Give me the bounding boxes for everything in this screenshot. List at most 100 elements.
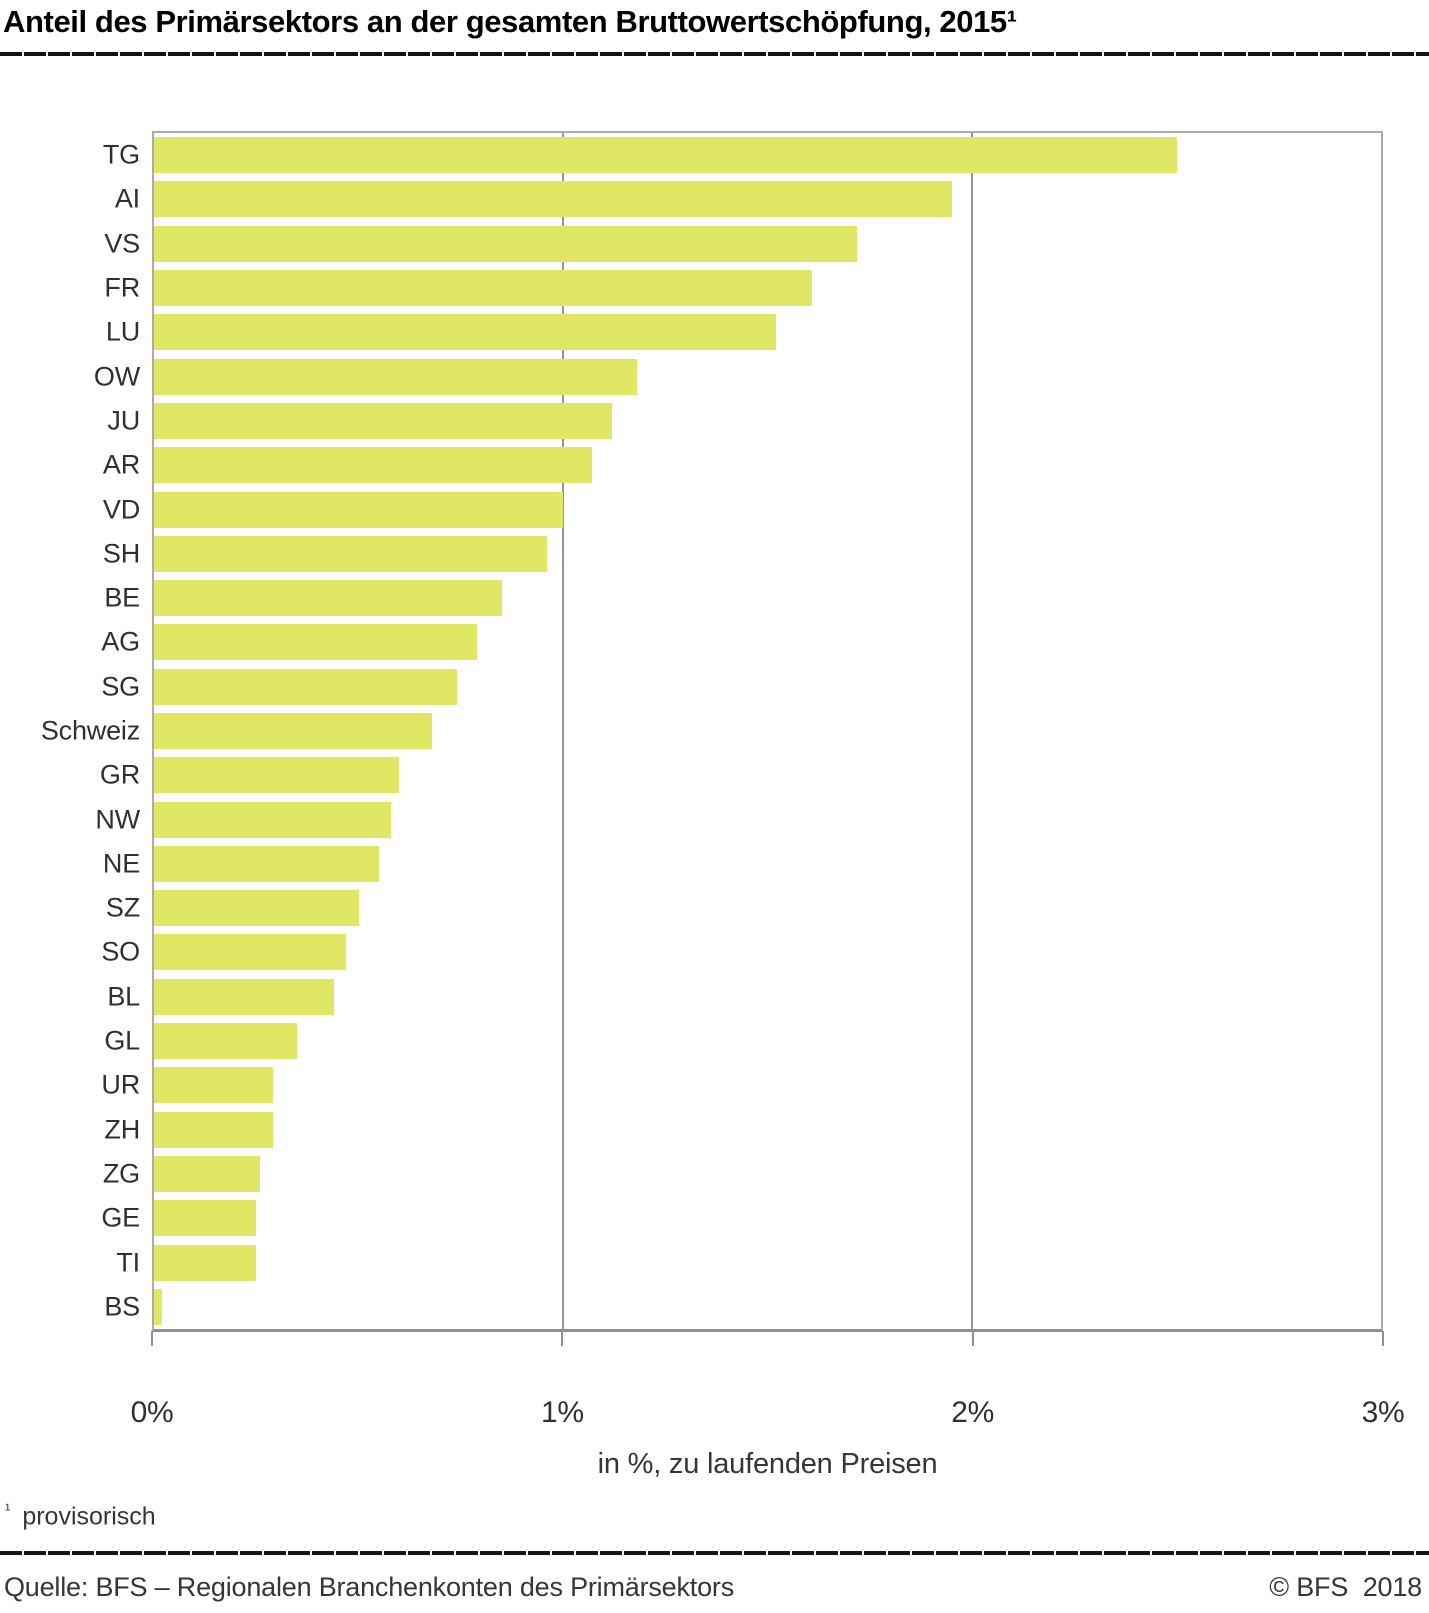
gridline-1pct — [561, 133, 564, 1329]
category-label-TG: TG — [102, 139, 140, 170]
x-axis-tick-labels: 0% 1% 2% 3% — [131, 1396, 1405, 1432]
bar-GR — [154, 757, 400, 794]
bar-ZH — [154, 1111, 273, 1148]
bar-row-FR: FR — [104, 266, 1381, 310]
bar-row-SO: SO — [101, 930, 1381, 974]
bar-row-SH: SH — [103, 532, 1381, 576]
footer-divider — [0, 1551, 1429, 1555]
x-tick-label-1%: 1% — [540, 1396, 584, 1429]
bar-UR — [154, 1067, 273, 1104]
bar-OW — [154, 358, 637, 395]
category-label-UR: UR — [101, 1069, 140, 1100]
bar-row-ZG: ZG — [103, 1152, 1381, 1196]
category-label-BS: BS — [104, 1291, 140, 1322]
bar-row-Schweiz: Schweiz — [41, 709, 1381, 753]
bar-row-GE: GE — [101, 1196, 1381, 1240]
bar-row-BS: BS — [104, 1285, 1381, 1329]
bar-row-JU: JU — [107, 399, 1381, 443]
footnote-marker: ¹ — [5, 1502, 11, 1519]
bar-row-VD: VD — [103, 487, 1381, 531]
bar-ZG — [154, 1155, 261, 1192]
bar-GL — [154, 1023, 298, 1060]
category-label-SG: SG — [101, 671, 140, 702]
bar-row-LU: LU — [106, 310, 1381, 354]
bar-BS — [154, 1288, 163, 1325]
bar-Schweiz — [154, 713, 433, 749]
footnote: ¹ provisorisch — [5, 1502, 156, 1531]
bar-row-TG: TG — [103, 133, 1381, 177]
x-tick-3% — [1382, 1331, 1384, 1346]
bar-row-AR: AR — [103, 443, 1381, 487]
bar-JU — [154, 402, 613, 439]
bar-SH — [154, 535, 547, 572]
category-label-ZG: ZG — [102, 1158, 140, 1189]
bar-GE — [154, 1200, 257, 1237]
title-divider — [0, 52, 1429, 56]
x-tick-0% — [151, 1331, 153, 1346]
bar-row-OW: OW — [94, 354, 1381, 398]
x-axis-title: in %, zu laufenden Preisen — [597, 1448, 938, 1480]
category-label-TI: TI — [116, 1247, 140, 1278]
bar-row-SG: SG — [101, 665, 1381, 709]
category-label-LU: LU — [105, 316, 140, 347]
category-label-AR: AR — [102, 449, 140, 480]
x-tick-label-2%: 2% — [951, 1396, 995, 1429]
category-label-SH: SH — [102, 538, 140, 569]
bar-row-BE: BE — [104, 576, 1381, 620]
category-label-ZH: ZH — [104, 1114, 140, 1145]
x-tick-1% — [561, 1331, 564, 1346]
bar-TG — [154, 137, 1177, 174]
bar-row-AG: AG — [101, 620, 1381, 664]
plot-area: TG AI VS FR LU OW JU AR VD SH BE AG SG Schweiz GR NW NE S… — [41, 131, 1383, 1332]
bar-VS — [154, 225, 858, 262]
bar-NW — [154, 801, 392, 838]
bar-row-VS: VS — [104, 222, 1381, 266]
bar-AI — [154, 181, 952, 218]
category-label-Schweiz: Schweiz — [40, 715, 140, 746]
category-label-SO: SO — [101, 936, 140, 967]
category-label-BL: BL — [107, 981, 140, 1012]
category-label-SZ: SZ — [105, 892, 140, 923]
bar-row-GL: GL — [104, 1019, 1381, 1063]
category-label-OW: OW — [93, 361, 140, 392]
bar-row-NE: NE — [103, 842, 1381, 886]
bar-row-ZH: ZH — [104, 1108, 1381, 1152]
bar-row-TI: TI — [116, 1240, 1381, 1284]
category-label-VS: VS — [104, 228, 140, 259]
category-label-GR: GR — [99, 759, 140, 790]
bar-BE — [154, 580, 502, 617]
bar-row-NW: NW — [95, 797, 1381, 841]
bar-row-AI: AI — [115, 177, 1381, 221]
bar-rows: TG AI VS FR LU OW JU AR VD SH BE AG SG Schweiz GR NW NE S… — [41, 133, 1381, 1329]
chart-title: Anteil des Primärsektors an der gesamten… — [3, 4, 1017, 39]
category-label-NW: NW — [95, 804, 140, 835]
x-tick-2% — [971, 1331, 974, 1346]
bar-AG — [154, 624, 478, 661]
bar-TI — [154, 1244, 257, 1281]
category-label-GL: GL — [104, 1025, 140, 1056]
category-label-BE: BE — [104, 582, 140, 613]
footnote-text: provisorisch — [22, 1502, 156, 1531]
bar-SO — [154, 934, 347, 971]
x-tick-label-0%: 0% — [130, 1396, 174, 1429]
bar-SZ — [154, 890, 359, 927]
bar-row-BL: BL — [107, 975, 1381, 1019]
bar-LU — [154, 314, 776, 351]
bar-FR — [154, 270, 813, 307]
bar-NE — [154, 845, 379, 882]
category-label-GE: GE — [101, 1202, 140, 1233]
copyright-text: © BFS 2018 — [1269, 1572, 1422, 1602]
category-label-FR: FR — [104, 272, 140, 303]
gridline-2pct — [970, 133, 973, 1329]
x-axis-ticks — [151, 1331, 1384, 1346]
category-label-AG: AG — [101, 626, 140, 657]
bar-AR — [154, 447, 592, 484]
category-label-VD: VD — [102, 494, 140, 525]
bar-row-GR: GR — [100, 753, 1381, 797]
category-label-JU: JU — [107, 405, 140, 436]
category-label-NE: NE — [102, 848, 140, 879]
source-text: Quelle: BFS – Regionalen Branchenkonten … — [4, 1572, 734, 1602]
source-row: Quelle: BFS – Regionalen Branchenkonten … — [4, 1572, 1422, 1603]
bar-SG — [154, 668, 457, 705]
